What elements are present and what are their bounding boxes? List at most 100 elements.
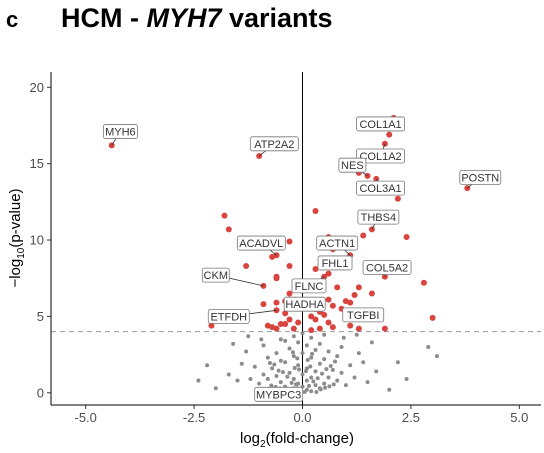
- nonsignificant-point: [315, 376, 320, 381]
- nonsignificant-point: [248, 377, 253, 382]
- nonsignificant-point: [278, 380, 283, 385]
- nonsignificant-point: [324, 367, 329, 372]
- significant-point: [394, 195, 401, 202]
- label-box: [356, 180, 405, 196]
- gene-label-text: ACTN1: [319, 238, 355, 250]
- nonsignificant-point: [295, 356, 300, 361]
- nonsignificant-point: [352, 375, 357, 380]
- nonsignificant-point: [369, 340, 374, 345]
- nonsignificant-point: [354, 332, 359, 337]
- gene-label: ETFDH: [207, 309, 277, 324]
- nonsignificant-point: [335, 378, 340, 383]
- nonsignificant-points: [196, 331, 439, 395]
- nonsignificant-point: [235, 378, 240, 383]
- nonsignificant-point: [231, 341, 236, 346]
- nonsignificant-point: [252, 364, 257, 369]
- label-box: [356, 116, 405, 132]
- gene-label-text: COL1A1: [359, 119, 401, 131]
- significant-point: [347, 299, 354, 306]
- significant-point: [277, 321, 284, 328]
- gene-label-text: FLNC: [295, 281, 324, 293]
- gene-label-text: CKM: [204, 270, 228, 282]
- nonsignificant-point: [307, 383, 312, 388]
- gene-label-text: HADHA: [285, 299, 324, 311]
- nonsignificant-point: [239, 361, 244, 366]
- gene-label-text: MYBPC3: [256, 389, 301, 401]
- nonsignificant-point: [272, 362, 277, 367]
- significant-point: [351, 292, 358, 299]
- nonsignificant-point: [404, 377, 409, 382]
- nonsignificant-point: [294, 382, 298, 387]
- significant-point: [429, 314, 436, 321]
- gene-label: ACADVL: [236, 235, 286, 256]
- nonsignificant-point: [309, 389, 314, 394]
- significant-point: [260, 301, 267, 308]
- nonsignificant-point: [326, 349, 331, 354]
- nonsignificant-point: [314, 390, 319, 395]
- significant-point: [282, 321, 289, 328]
- nonsignificant-point: [313, 369, 318, 374]
- label-box: [357, 209, 400, 225]
- significant-point: [360, 232, 367, 239]
- gene-label-text: ACADVL: [239, 238, 283, 250]
- nonsignificant-point: [310, 351, 315, 356]
- nonsignificant-point: [313, 383, 318, 388]
- gene-label: MYBPC3: [254, 386, 304, 402]
- gene-label: HADHA: [283, 296, 326, 313]
- y-tick-label: 10: [30, 233, 44, 248]
- nonsignificant-point: [261, 343, 266, 348]
- significant-point: [308, 313, 315, 320]
- nonsignificant-point: [335, 354, 340, 359]
- nonsignificant-point: [327, 384, 332, 389]
- significant-point: [420, 279, 427, 286]
- nonsignificant-point: [304, 378, 309, 383]
- significant-point: [334, 284, 341, 291]
- significant-point: [273, 275, 280, 282]
- significant-point: [273, 325, 280, 332]
- nonsignificant-point: [305, 357, 310, 362]
- label-box: [356, 148, 405, 164]
- nonsignificant-point: [356, 351, 361, 356]
- significant-point: [316, 325, 323, 332]
- significant-point: [290, 325, 297, 332]
- nonsignificant-point: [387, 387, 392, 392]
- nonsignificant-point: [311, 379, 316, 384]
- gene-label: ACTN1: [316, 235, 359, 256]
- nonsignificant-point: [426, 344, 431, 349]
- significant-point: [208, 322, 215, 329]
- nonsignificant-point: [331, 382, 336, 387]
- gene-label-text: COL1A2: [359, 151, 401, 163]
- label-box: [291, 278, 327, 294]
- gene-label-text: FHL1: [322, 258, 349, 270]
- label-box: [283, 296, 326, 312]
- nonsignificant-point: [317, 341, 322, 346]
- gene-label-text: COL5A2: [366, 263, 408, 275]
- nonsignificant-point: [339, 370, 344, 375]
- nonsignificant-point: [361, 360, 366, 365]
- label-box: [207, 309, 250, 324]
- nonsignificant-point: [309, 335, 314, 340]
- significant-point: [355, 325, 362, 332]
- gene-label: FHL1: [317, 255, 353, 271]
- significant-point: [221, 212, 228, 219]
- gene-label: FLNC: [291, 276, 327, 294]
- nonsignificant-point: [265, 377, 270, 382]
- figure-title: HCM - MYH7 variants: [61, 3, 333, 34]
- significant-point: [282, 310, 289, 317]
- nonsignificant-point: [292, 366, 297, 371]
- nonsignificant-point: [328, 364, 333, 369]
- nonsignificant-point: [280, 370, 285, 375]
- x-tick-label: 5.0: [510, 410, 528, 425]
- significant-point: [286, 290, 293, 297]
- label-box: [249, 136, 299, 152]
- gene-label: THBS4: [357, 209, 400, 230]
- label-box: [236, 235, 286, 251]
- significant-point: [325, 270, 332, 277]
- nonsignificant-point: [205, 363, 210, 368]
- label-box: [342, 307, 385, 323]
- gene-label: COL5A2: [362, 260, 412, 277]
- significant-point: [273, 299, 280, 306]
- label-box: [201, 267, 230, 283]
- gene-label: POSTN: [459, 169, 502, 189]
- x-tick-label: -2.5: [183, 410, 205, 425]
